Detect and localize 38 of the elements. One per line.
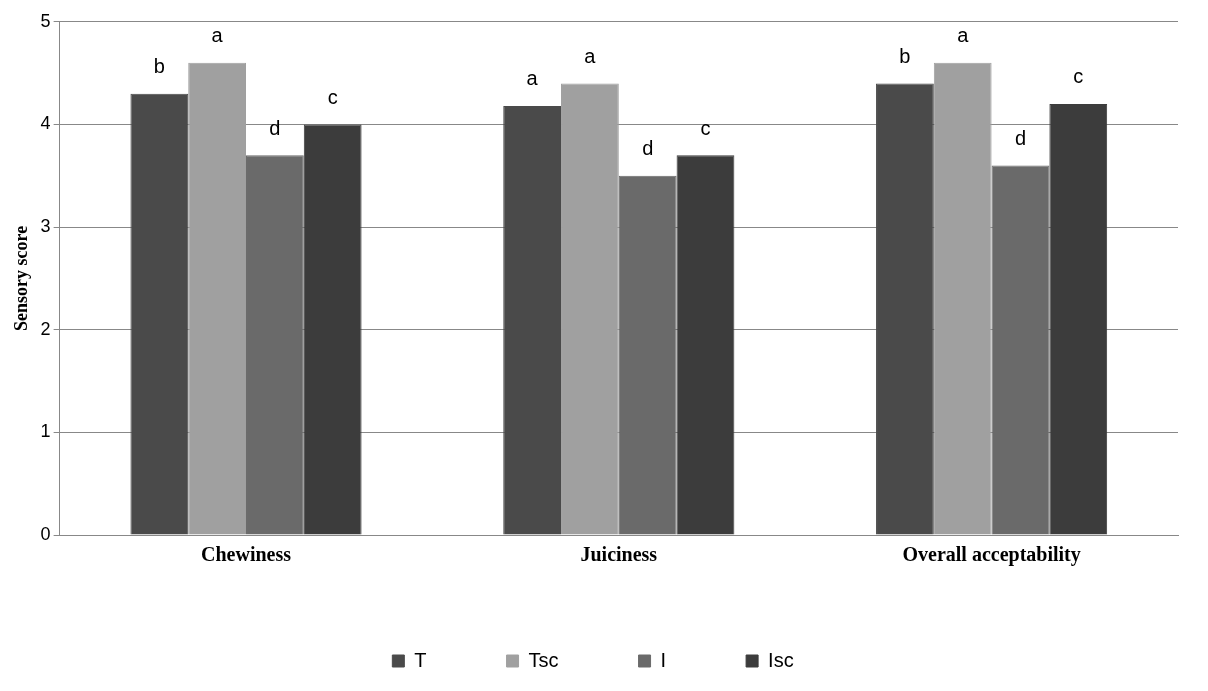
x-tick-label: Juiciness xyxy=(580,543,658,566)
bar xyxy=(188,62,247,535)
x-tick-label: Chewiness xyxy=(201,543,292,566)
legend-label: Isc xyxy=(768,648,794,671)
data-label: d xyxy=(269,116,281,139)
legend-label: Tsc xyxy=(528,648,559,671)
bar xyxy=(676,155,735,535)
bar xyxy=(246,155,304,535)
data-label: a xyxy=(211,24,224,47)
y-tick-label: 0 xyxy=(40,523,51,544)
bar xyxy=(561,83,619,535)
data-label: a xyxy=(957,24,970,47)
bar xyxy=(618,175,677,535)
bar xyxy=(876,83,934,535)
y-tick-label: 5 xyxy=(40,10,51,31)
data-label: d xyxy=(642,137,654,160)
bar xyxy=(130,93,189,535)
y-tick-label: 4 xyxy=(40,113,51,134)
bar xyxy=(1049,103,1108,535)
data-label: d xyxy=(1014,127,1027,150)
data-label: c xyxy=(700,116,711,139)
bar xyxy=(303,124,362,535)
legend-label: T xyxy=(414,648,427,671)
legend-label: I xyxy=(660,648,667,671)
data-label: c xyxy=(1073,65,1084,88)
y-tick-label: 3 xyxy=(40,216,51,237)
y-axis-title: Sensory score xyxy=(11,225,32,331)
data-label: b xyxy=(153,55,165,78)
y-tick-label: 2 xyxy=(40,318,51,339)
data-label: b xyxy=(899,44,911,67)
bar xyxy=(933,62,992,535)
data-label: c xyxy=(327,85,338,108)
data-label: a xyxy=(584,44,597,67)
bar xyxy=(991,165,1050,535)
y-tick-label: 1 xyxy=(40,421,51,442)
x-tick-label: Overall acceptability xyxy=(902,543,1081,567)
bar xyxy=(503,105,562,535)
data-label: a xyxy=(526,67,539,90)
